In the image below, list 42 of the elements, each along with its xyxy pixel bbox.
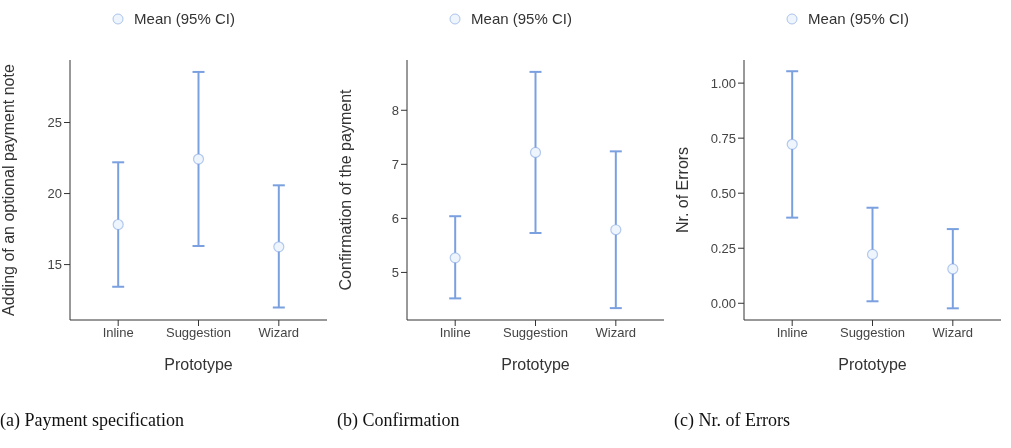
- y-tick-label: 0.00: [710, 295, 736, 311]
- x-axis-title: Prototype: [838, 356, 907, 373]
- y-tick-label: 5: [391, 265, 399, 281]
- y-tick-label: 15: [47, 257, 62, 273]
- point: [529, 146, 542, 159]
- x-tick-label: Inline: [776, 325, 808, 341]
- text: (a) Payment specification: [0, 410, 185, 431]
- point: [449, 252, 461, 264]
- legend-label: Mean (95% CI): [134, 10, 235, 27]
- y-axis-title: Adding of an optional payment note: [0, 64, 17, 316]
- text: (c) Nr. of Errors: [674, 410, 791, 431]
- x-tick-label: Wizard: [258, 325, 300, 341]
- y-axis-title: Confirmation of the payment: [336, 88, 354, 291]
- y-axis-title: Nr. of Errors: [673, 146, 691, 234]
- legend-label: Mean (95% CI): [808, 10, 909, 27]
- y-tick-label: 0.75: [710, 130, 736, 146]
- y-tick-label: 7: [391, 156, 399, 172]
- x-tick-label: Wizard: [595, 325, 637, 341]
- point: [192, 153, 205, 165]
- x-tick-label: Suggestion: [502, 325, 569, 341]
- x-tick-label: Inline: [102, 325, 134, 341]
- y-tick-label: 8: [391, 102, 399, 118]
- point: [610, 224, 622, 236]
- legend-label: Mean (95% CI): [471, 10, 572, 27]
- y-tick-label: 25: [47, 115, 62, 131]
- point: [947, 263, 959, 275]
- y-tick-label: 6: [391, 210, 399, 226]
- y-tick-label: 0.25: [710, 240, 736, 256]
- point: [273, 241, 285, 253]
- x-axis-title: Prototype: [164, 356, 233, 373]
- x-tick-label: Wizard: [932, 325, 974, 341]
- y-tick-label: 1.00: [710, 75, 736, 91]
- x-tick-label: Inline: [439, 325, 471, 341]
- point: [786, 138, 798, 150]
- point: [112, 218, 124, 231]
- y-tick-label: 0.50: [710, 185, 736, 201]
- point: [866, 248, 879, 260]
- y-tick-label: 20: [47, 186, 62, 202]
- x-tick-label: Suggestion: [165, 325, 232, 341]
- x-axis-title: Prototype: [501, 356, 570, 373]
- text: (b) Confirmation: [337, 410, 461, 431]
- x-tick-label: Suggestion: [839, 325, 906, 341]
